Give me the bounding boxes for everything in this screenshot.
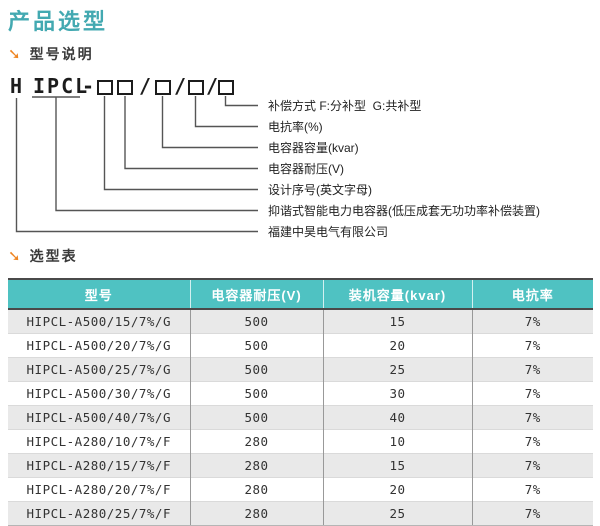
model-number-cell: HIPCL-A280/10/7%/F (8, 429, 190, 454)
model-dash: - (82, 74, 97, 98)
label-product-type: 抑谐式智能电力电容器(低压成套无功功率补偿装置) (268, 203, 540, 218)
table-row: HIPCL-A280/10/7%/F 280 10 7% (8, 429, 593, 454)
table-header-row: 型号 电容器耐压(V) 装机容量(kvar) 电抗率 (8, 280, 593, 310)
southeast-arrow-icon: ➘ (8, 45, 21, 63)
model-maker-code: H (10, 74, 25, 98)
selection-table: 型号 电容器耐压(V) 装机容量(kvar) 电抗率 HIPCL-A500/15/7%… (8, 278, 593, 526)
value-cell: 500 (189, 309, 323, 334)
value-cell: 7% (471, 405, 593, 430)
label-company-name: 福建中昊电气有限公司 (268, 224, 389, 239)
table-row: HIPCL-A280/25/7%/F 280 25 7% (8, 501, 593, 525)
model-slash-3: / (206, 74, 221, 98)
value-cell: 25 (322, 501, 472, 525)
model-number-cell: HIPCL-A500/30/7%/G (8, 381, 190, 406)
value-cell: 500 (189, 381, 323, 406)
value-cell: 500 (189, 333, 323, 358)
value-cell: 40 (322, 405, 472, 430)
value-cell: 15 (322, 453, 472, 478)
model-number-cell: HIPCL-A500/20/7%/G (8, 333, 190, 358)
value-cell: 25 (322, 357, 472, 382)
value-cell: 15 (322, 309, 472, 334)
model-number-cell: HIPCL-A280/25/7%/F (8, 501, 190, 525)
value-cell: 7% (471, 429, 593, 454)
value-cell: 7% (471, 309, 593, 334)
table-section-header: ➘ 选型表 (8, 246, 78, 266)
table-row: HIPCL-A500/25/7%/G 500 25 7% (8, 357, 593, 382)
model-blank-box-design-serial (97, 80, 113, 95)
header-cell: 装机容量(kvar) (322, 280, 472, 310)
value-cell: 7% (471, 357, 593, 382)
label-capacitor-capacity: 电容器容量(kvar) (268, 140, 359, 155)
value-cell: 280 (189, 501, 323, 525)
model-slash-1: / (139, 74, 154, 98)
value-cell: 7% (471, 333, 593, 358)
value-cell: 500 (189, 405, 323, 430)
model-code-connector-lines (15, 96, 258, 233)
value-cell: 500 (189, 357, 323, 382)
label-capacitor-voltage: 电容器耐压(V) (268, 161, 344, 176)
value-cell: 7% (471, 453, 593, 478)
table-row: HIPCL-A500/20/7%/G 500 20 7% (8, 333, 593, 358)
page-title: 产品选型 (8, 9, 109, 34)
model-blank-box-voltage (117, 80, 133, 95)
value-cell: 280 (189, 477, 323, 502)
label-reactance-rate: 电抗率(%) (268, 119, 323, 134)
southeast-arrow-icon: ➘ (8, 247, 21, 265)
table-row: HIPCL-A280/20/7%/F 280 20 7% (8, 477, 593, 502)
model-number-cell: HIPCL-A500/15/7%/G (26, 314, 171, 329)
value-cell: 7% (471, 501, 593, 525)
value-cell: 7% (471, 477, 593, 502)
label-design-serial: 设计序号(英文字母) (268, 182, 372, 197)
value-cell: 10 (322, 429, 472, 454)
value-cell: 30 (322, 381, 472, 406)
table-row: HIPCL-A500/15/7%/G 500 15 7% (8, 309, 593, 334)
model-blank-box-capacity (154, 80, 171, 95)
model-series-code: IPCL (33, 74, 90, 98)
header-cell: 型号 (8, 280, 190, 310)
label-compensation-mode: 补偿方式 F:分补型 G:共补型 (268, 98, 422, 113)
model-number-cell: HIPCL-A500/40/7%/G (8, 405, 190, 430)
header-cell: 电容器耐压(V) (189, 280, 323, 310)
value-cell: 20 (322, 333, 472, 358)
table-row: HIPCL-A280/15/7%/F 280 15 7% (8, 453, 593, 478)
model-slash-2: / (174, 74, 189, 98)
header-cell: 电抗率 (471, 280, 593, 310)
table-row: HIPCL-A500/40/7%/G 500 40 7% (8, 405, 593, 430)
table-section-title: 选型表 (29, 248, 78, 264)
model-blank-box-compensation (217, 80, 234, 95)
model-section-title: 型号说明 (29, 46, 94, 62)
table-row: HIPCL-A500/30/7%/G 500 30 7% (8, 381, 593, 406)
model-blank-box-reactance (187, 80, 204, 95)
value-cell: 20 (322, 477, 472, 502)
value-cell: 7% (471, 381, 593, 406)
model-number-cell: HIPCL-A280/20/7%/F (8, 477, 190, 502)
value-cell: 280 (189, 429, 323, 454)
model-number-cell: HIPCL-A280/15/7%/F (8, 453, 190, 478)
model-number-cell: HIPCL-A500/25/7%/G (8, 357, 190, 382)
value-cell: 280 (189, 453, 323, 478)
model-section-header: ➘ 型号说明 (8, 44, 94, 64)
selection-table-body: HIPCL-A500/15/7%/G 500 15 7% HIPCL-A500/20/7… (8, 309, 593, 525)
